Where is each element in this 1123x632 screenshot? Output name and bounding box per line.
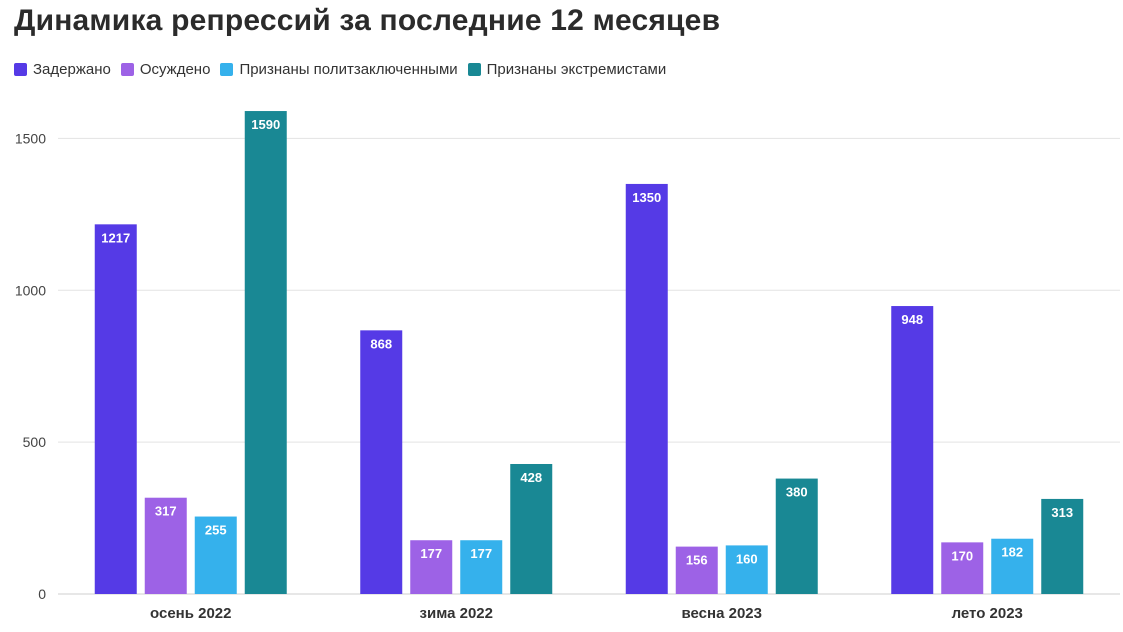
data-label: 380 xyxy=(786,485,808,500)
legend-swatch-extremists xyxy=(467,63,481,76)
data-label: 160 xyxy=(736,551,758,566)
x-category-label: лето 2023 xyxy=(952,605,1023,622)
y-tick-label: 1500 xyxy=(15,130,46,146)
bar[interactable] xyxy=(360,330,403,594)
data-label: 177 xyxy=(420,546,442,561)
y-tick-label: 500 xyxy=(23,434,47,450)
data-label: 1590 xyxy=(251,117,280,132)
legend-item-political-prisoners[interactable]: Признаны политзаключенными xyxy=(220,61,458,78)
data-label: 170 xyxy=(951,548,973,563)
data-label: 177 xyxy=(470,546,492,561)
bar[interactable] xyxy=(675,546,718,594)
y-tick-label: 1000 xyxy=(15,282,46,298)
bar[interactable] xyxy=(775,478,818,594)
legend-item-convicted[interactable]: Осуждено xyxy=(120,61,211,78)
data-label: 313 xyxy=(1051,505,1073,520)
bar[interactable] xyxy=(244,111,287,594)
x-category-label: осень 2022 xyxy=(150,605,231,622)
y-tick-label: 0 xyxy=(38,586,46,602)
data-label: 428 xyxy=(520,470,542,485)
legend-label-detained: Задержано xyxy=(33,61,111,78)
legend-item-extremists[interactable]: Признаны экстремистами xyxy=(467,61,667,78)
data-label: 156 xyxy=(686,553,708,568)
bar[interactable] xyxy=(510,463,553,594)
bar[interactable] xyxy=(410,540,453,594)
bar[interactable] xyxy=(194,516,237,594)
bar[interactable] xyxy=(991,538,1034,594)
bar[interactable] xyxy=(891,306,934,594)
bar[interactable] xyxy=(94,224,137,594)
data-label: 1217 xyxy=(101,230,130,245)
legend-swatch-convicted xyxy=(120,63,134,76)
bar[interactable] xyxy=(1041,498,1084,594)
data-label: 255 xyxy=(205,523,227,538)
legend-label-convicted: Осуждено xyxy=(139,61,211,78)
x-category-label: зима 2022 xyxy=(420,605,493,622)
data-label: 317 xyxy=(155,504,177,519)
data-label: 868 xyxy=(370,336,392,351)
bar[interactable] xyxy=(625,183,668,594)
legend-label-political-prisoners: Признаны политзаключенными xyxy=(239,61,458,78)
legend-label-extremists: Признаны экстремистами xyxy=(486,61,667,78)
legend-item-detained[interactable]: Задержано xyxy=(14,61,111,78)
data-label: 948 xyxy=(901,312,923,327)
data-label: 182 xyxy=(1001,545,1023,560)
bar[interactable] xyxy=(460,540,503,594)
bar[interactable] xyxy=(725,545,768,594)
legend-swatch-political-prisoners xyxy=(220,63,234,76)
legend: Задержано Осуждено Признаны политзаключе… xyxy=(14,61,676,78)
bar[interactable] xyxy=(941,542,984,594)
chart-title: Динамика репрессий за последние 12 месяц… xyxy=(14,4,721,37)
x-category-label: весна 2023 xyxy=(682,605,762,622)
data-label: 1350 xyxy=(632,190,661,205)
legend-swatch-detained xyxy=(14,63,27,76)
bar[interactable] xyxy=(144,497,187,594)
